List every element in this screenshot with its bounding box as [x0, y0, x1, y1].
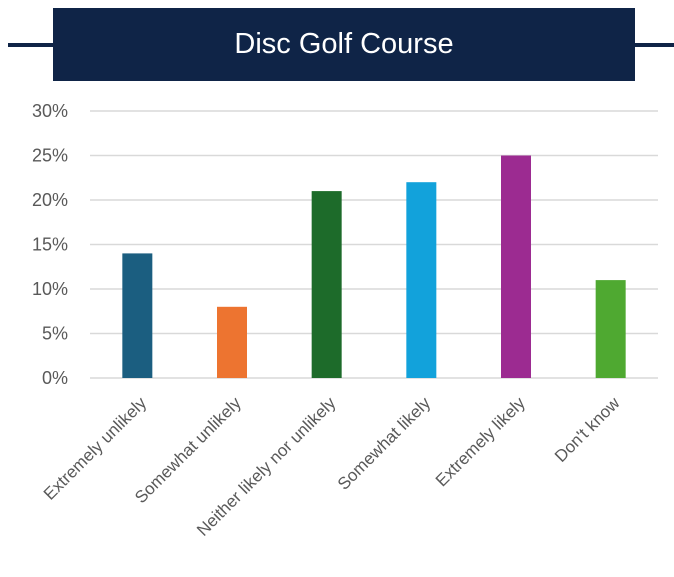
bar [122, 253, 153, 378]
bar [595, 280, 626, 378]
bars [122, 155, 626, 378]
y-tick-label: 15% [32, 235, 68, 255]
gridlines [90, 110, 658, 379]
x-category-label: Somewhat unlikely [131, 393, 245, 507]
x-category-label: Somewhat likely [334, 393, 435, 494]
chart-title: Disc Golf Course [53, 8, 635, 81]
y-tick-label: 10% [32, 279, 68, 299]
title-rule-right [633, 43, 674, 47]
bar [501, 155, 531, 378]
bar [406, 182, 437, 378]
y-tick-label: 30% [32, 101, 68, 121]
x-category-label: Extremely unlikely [40, 393, 151, 504]
title-rule-left [8, 43, 56, 47]
y-axis-ticks: 0% 5% 10% 15% 20% 25% 30% [32, 101, 68, 388]
bar [217, 306, 247, 378]
x-category-label: Don't know [551, 393, 624, 466]
y-tick-label: 0% [42, 368, 68, 388]
y-tick-label: 20% [32, 190, 68, 210]
x-category-label: Extremely likely [432, 393, 529, 490]
y-tick-label: 5% [42, 324, 68, 344]
bar [311, 191, 342, 378]
y-tick-label: 25% [32, 146, 68, 166]
